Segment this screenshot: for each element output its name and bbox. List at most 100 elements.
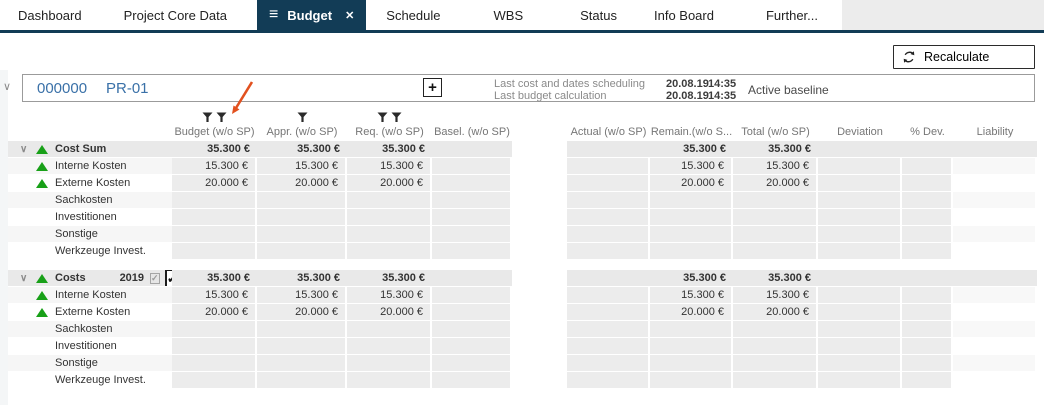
value-cell[interactable]: [432, 192, 512, 209]
value-cell[interactable]: 20.000 €: [347, 304, 432, 321]
value-cell[interactable]: [257, 243, 347, 260]
value-cell[interactable]: 20.000 €: [172, 304, 257, 321]
row-label-cell[interactable]: Investitionen: [8, 338, 172, 355]
filter-icon[interactable]: [297, 112, 308, 123]
value-cell[interactable]: [953, 175, 1037, 192]
row-label-cell[interactable]: Externe Kosten: [8, 175, 172, 192]
value-cell[interactable]: 20.000 €: [347, 175, 432, 192]
tab-further[interactable]: Further...: [765, 7, 819, 23]
value-cell[interactable]: 15.300 €: [347, 287, 432, 304]
tab-wbs[interactable]: WBS: [493, 7, 524, 23]
value-cell[interactable]: [432, 270, 512, 287]
value-cell[interactable]: [432, 321, 512, 338]
value-cell[interactable]: [257, 372, 347, 389]
value-cell[interactable]: [432, 226, 512, 243]
value-cell[interactable]: 35.300 €: [172, 270, 257, 287]
value-cell[interactable]: 20.000 €: [257, 175, 347, 192]
project-code[interactable]: PR-01: [106, 80, 149, 97]
value-cell[interactable]: [347, 338, 432, 355]
value-cell[interactable]: 35.300 €: [257, 141, 347, 158]
value-cell[interactable]: [172, 338, 257, 355]
filter-icon[interactable]: [391, 112, 402, 123]
value-cell[interactable]: [347, 243, 432, 260]
value-cell[interactable]: 15.300 €: [347, 158, 432, 175]
value-cell[interactable]: [432, 338, 512, 355]
value-cell[interactable]: [953, 226, 1037, 243]
value-cell[interactable]: 20.000 €: [172, 175, 257, 192]
value-cell[interactable]: 35.300 €: [347, 141, 432, 158]
value-cell[interactable]: [432, 209, 512, 226]
value-cell[interactable]: 15.300 €: [172, 287, 257, 304]
group-label-cell[interactable]: ∨ Costs 2019 ✓ ✓: [8, 270, 172, 287]
close-icon[interactable]: ✕: [345, 9, 355, 22]
value-cell[interactable]: [953, 158, 1037, 175]
value-cell[interactable]: [432, 175, 512, 192]
value-cell[interactable]: [172, 355, 257, 372]
value-cell[interactable]: [347, 226, 432, 243]
row-label-cell[interactable]: Interne Kosten: [8, 287, 172, 304]
value-cell[interactable]: [172, 209, 257, 226]
value-cell[interactable]: [347, 355, 432, 372]
active-checkbox[interactable]: ✓: [164, 270, 172, 286]
value-cell[interactable]: 20.000 €: [257, 304, 347, 321]
value-cell[interactable]: [953, 304, 1037, 321]
project-number[interactable]: 000000: [37, 80, 88, 97]
value-cell[interactable]: [953, 243, 1037, 260]
column-header-total[interactable]: Total (w/o SP): [733, 104, 818, 141]
tab-budget[interactable]: ≡ Budget ✕: [256, 0, 367, 30]
value-cell[interactable]: [257, 209, 347, 226]
column-header-liability[interactable]: Liability: [953, 104, 1037, 141]
value-cell[interactable]: [432, 141, 512, 158]
collapse-chevron-icon[interactable]: ∨: [20, 272, 28, 284]
value-cell[interactable]: [172, 243, 257, 260]
row-label-cell[interactable]: Investitionen: [8, 209, 172, 226]
column-header-req[interactable]: Req. (w/o SP): [347, 104, 432, 141]
value-cell[interactable]: [257, 226, 347, 243]
value-cell[interactable]: 15.300 €: [257, 158, 347, 175]
filter-icon[interactable]: [377, 112, 388, 123]
column-header-appr[interactable]: Appr. (w/o SP): [257, 104, 347, 141]
value-cell[interactable]: 15.300 €: [172, 158, 257, 175]
project-collapse-chevron-icon[interactable]: ∨: [3, 81, 12, 93]
value-cell[interactable]: [172, 321, 257, 338]
value-cell[interactable]: [172, 226, 257, 243]
value-cell[interactable]: [347, 209, 432, 226]
value-cell[interactable]: 35.300 €: [257, 270, 347, 287]
filter-icon[interactable]: [202, 112, 213, 123]
row-label-cell[interactable]: Sonstige: [8, 355, 172, 372]
value-cell[interactable]: [432, 158, 512, 175]
hamburger-icon[interactable]: ≡: [268, 6, 279, 23]
row-label-cell[interactable]: Interne Kosten: [8, 158, 172, 175]
value-cell[interactable]: [257, 355, 347, 372]
tab-schedule[interactable]: Schedule: [386, 7, 441, 23]
value-cell[interactable]: [953, 338, 1037, 355]
value-cell[interactable]: [172, 372, 257, 389]
column-header-actual[interactable]: Actual (w/o SP): [567, 104, 650, 141]
row-label-cell[interactable]: Werkzeuge Invest.: [8, 372, 172, 389]
value-cell[interactable]: [347, 192, 432, 209]
group-label-cell[interactable]: ∨ Cost Sum: [8, 141, 172, 158]
value-cell[interactable]: [257, 321, 347, 338]
row-label-cell[interactable]: Externe Kosten: [8, 304, 172, 321]
value-cell[interactable]: [432, 372, 512, 389]
value-cell[interactable]: [432, 243, 512, 260]
value-cell[interactable]: [953, 192, 1037, 209]
column-header-pct-dev[interactable]: % Dev.: [902, 104, 953, 141]
value-cell[interactable]: [432, 304, 512, 321]
tab-info-board[interactable]: Info Board: [653, 7, 714, 23]
add-button[interactable]: +: [423, 78, 442, 97]
value-cell[interactable]: [172, 192, 257, 209]
value-cell[interactable]: [347, 372, 432, 389]
value-cell[interactable]: [953, 321, 1037, 338]
value-cell[interactable]: [432, 287, 512, 304]
recalculate-button[interactable]: Recalculate: [893, 45, 1035, 69]
value-cell[interactable]: [953, 355, 1037, 372]
filter-icon[interactable]: [216, 112, 227, 123]
value-cell[interactable]: [953, 287, 1037, 304]
value-cell[interactable]: 35.300 €: [347, 270, 432, 287]
row-label-cell[interactable]: Sachkosten: [8, 192, 172, 209]
column-header-deviation[interactable]: Deviation: [818, 104, 902, 141]
row-label-cell[interactable]: Werkzeuge Invest.: [8, 243, 172, 260]
value-cell[interactable]: 35.300 €: [172, 141, 257, 158]
value-cell[interactable]: [953, 209, 1037, 226]
